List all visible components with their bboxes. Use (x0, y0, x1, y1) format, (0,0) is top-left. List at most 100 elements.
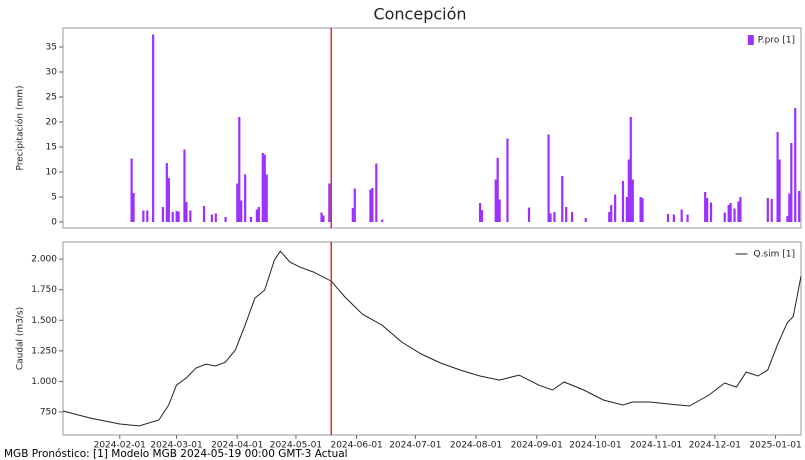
y-tick-label: 20 (46, 118, 58, 128)
x-tick-label: 2024-04-01 (211, 441, 263, 451)
x-tick-label: 2024-08-01 (450, 441, 502, 451)
x-tick-label: 2024-06-01 (330, 441, 382, 451)
y-tick-label: 25 (46, 93, 57, 103)
bar (565, 207, 568, 222)
bar (177, 211, 180, 222)
y-tick-label: 2.000 (31, 255, 57, 265)
bar (614, 194, 617, 222)
bar (790, 143, 793, 222)
bar (496, 158, 499, 222)
plot-frame (62, 241, 802, 436)
bar (727, 205, 730, 222)
x-tick-label: 2024-02-01 (94, 441, 146, 451)
bar (621, 181, 625, 222)
bar (786, 216, 789, 222)
bar (238, 117, 241, 222)
y-tick-label: 15 (46, 143, 57, 153)
bar (794, 108, 797, 222)
bar (547, 134, 550, 222)
bar (183, 149, 186, 222)
bar (328, 183, 331, 222)
legend-swatch (747, 35, 754, 45)
bar (608, 212, 611, 222)
bar (704, 192, 707, 222)
bar (189, 210, 192, 222)
bar (733, 208, 736, 222)
x-tick-label: 2024-03-01 (150, 441, 202, 451)
y-tick-label: 1.000 (31, 377, 57, 387)
legend-label: Q.sim [1] (753, 250, 795, 260)
y-tick-label: 10 (46, 168, 58, 178)
bar (706, 198, 709, 222)
bar (631, 179, 634, 222)
bar (244, 174, 247, 222)
bar (778, 159, 781, 222)
bar (480, 210, 484, 222)
bar (625, 197, 628, 222)
bar (723, 212, 726, 222)
bar (553, 212, 556, 222)
bar (224, 217, 227, 222)
bar (255, 209, 258, 222)
x-tick-label: 2024-11-01 (630, 441, 682, 451)
y-tick-label: 1.500 (31, 316, 57, 326)
x-tick-label: 2024-12-01 (689, 441, 741, 451)
bar (132, 193, 135, 222)
bar (629, 117, 632, 222)
bar (549, 213, 552, 222)
bar (263, 154, 266, 222)
bar (130, 158, 133, 222)
bar (152, 34, 155, 222)
bar (729, 203, 732, 222)
x-tick-label: 2024-09-01 (511, 441, 563, 451)
bar (672, 214, 675, 222)
bar (175, 211, 178, 222)
bar (641, 198, 644, 222)
bar (202, 206, 206, 222)
bar (561, 176, 564, 222)
plot-frame (62, 27, 802, 229)
bar (610, 205, 613, 222)
bar (161, 207, 165, 222)
bar (261, 153, 264, 222)
bar (371, 188, 374, 222)
bar (770, 199, 773, 222)
bar (171, 212, 174, 222)
bar (798, 191, 801, 222)
bar (351, 208, 354, 222)
bar (214, 213, 217, 222)
bar (236, 183, 239, 222)
bar (240, 200, 243, 222)
bar (146, 210, 149, 222)
bar (369, 189, 372, 222)
y-axis-label: Caudal (m3/s) (16, 307, 26, 370)
y-tick-label: 750 (40, 408, 57, 418)
bar (498, 199, 501, 222)
bar (210, 214, 213, 222)
x-tick-label: 2024-07-01 (389, 441, 441, 451)
bar (788, 193, 791, 222)
x-tick-label: 2024-05-01 (270, 441, 322, 451)
y-tick-label: 5 (51, 193, 57, 203)
bar (494, 179, 497, 222)
bar (627, 159, 630, 222)
bar (584, 218, 587, 222)
x-tick-label: 2025-01-01 (749, 441, 801, 451)
bar (737, 201, 740, 222)
bar (639, 197, 642, 222)
bar (680, 209, 683, 222)
x-tick-label: 2024-10-01 (569, 441, 621, 451)
bar (320, 212, 323, 222)
bar (478, 203, 482, 222)
bar (527, 207, 531, 222)
y-tick-label: 35 (46, 43, 57, 53)
bar (776, 132, 779, 222)
bar (167, 178, 170, 222)
bar (506, 138, 509, 222)
bar (375, 163, 378, 222)
y-tick-label: 1.250 (31, 346, 57, 356)
chart-title: Concepción (373, 5, 466, 24)
bar (165, 163, 168, 222)
bar (709, 202, 713, 222)
